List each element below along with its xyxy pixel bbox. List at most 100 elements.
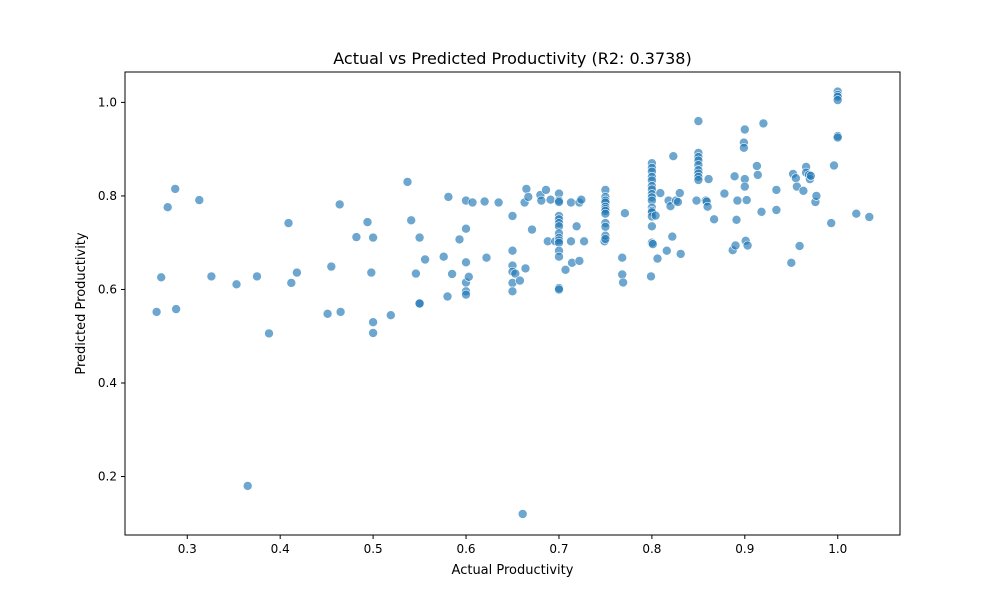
- data-point: [719, 188, 730, 199]
- data-point: [758, 118, 769, 129]
- y-tick-label: 0.8: [98, 189, 117, 203]
- data-point: [566, 197, 576, 208]
- data-point: [829, 160, 839, 171]
- x-tick-label: 1.0: [828, 542, 847, 556]
- data-point: [566, 236, 576, 247]
- data-point: [414, 232, 425, 243]
- data-point: [851, 208, 862, 219]
- data-point: [420, 254, 430, 265]
- data-point: [702, 201, 713, 212]
- data-point: [414, 298, 425, 309]
- data-point: [647, 239, 658, 249]
- data-point: [411, 268, 421, 279]
- data-point: [521, 184, 532, 194]
- data-points: [151, 86, 875, 519]
- data-point: [576, 194, 587, 205]
- data-point: [693, 116, 704, 126]
- data-point: [739, 124, 750, 135]
- data-point: [454, 234, 465, 245]
- data-point: [617, 269, 628, 280]
- data-point: [739, 143, 749, 153]
- data-point: [554, 284, 564, 295]
- data-point: [693, 175, 704, 185]
- data-point: [554, 197, 564, 207]
- data-point: [739, 181, 750, 192]
- data-point: [646, 271, 656, 282]
- data-point: [402, 177, 413, 187]
- data-point: [507, 286, 518, 297]
- data-point: [286, 278, 297, 288]
- data-point: [527, 224, 537, 235]
- x-tick-label: 0.3: [178, 542, 197, 556]
- data-point: [832, 132, 843, 143]
- data-point: [156, 272, 166, 283]
- data-point: [832, 95, 843, 105]
- data-point: [252, 271, 262, 282]
- y-axis-label: Predicted Productivity: [74, 232, 89, 375]
- data-point: [292, 267, 302, 278]
- data-point: [507, 211, 518, 221]
- data-point: [730, 240, 741, 251]
- data-point: [231, 279, 242, 290]
- data-point: [368, 317, 378, 328]
- data-point: [579, 236, 589, 247]
- data-point: [650, 210, 661, 221]
- data-point: [461, 223, 471, 234]
- data-point: [554, 251, 564, 262]
- data-point: [351, 232, 362, 242]
- x-tick-label: 0.4: [271, 542, 290, 556]
- data-point: [515, 275, 525, 286]
- data-point: [461, 289, 471, 300]
- data-point: [264, 328, 274, 339]
- data-point: [171, 304, 181, 314]
- data-point: [560, 264, 571, 275]
- data-point: [162, 202, 173, 212]
- x-tick-label: 0.9: [735, 542, 754, 556]
- data-point: [517, 509, 528, 519]
- data-point: [406, 215, 417, 226]
- chart-title: Actual vs Predicted Productivity (R2: 0.…: [333, 49, 691, 68]
- data-point: [151, 307, 162, 317]
- data-point: [668, 151, 679, 161]
- data-point: [194, 195, 205, 205]
- data-point: [709, 214, 719, 225]
- data-point: [545, 194, 556, 205]
- y-axis-ticks: 0.2 0.4 0.6 0.8 1.0: [98, 95, 125, 484]
- data-point: [520, 263, 531, 274]
- data-point: [618, 277, 628, 288]
- data-point: [574, 256, 585, 266]
- y-tick-label: 0.4: [98, 376, 117, 390]
- data-point: [811, 191, 822, 201]
- y-tick-label: 0.6: [98, 282, 117, 296]
- data-point: [447, 269, 457, 279]
- data-point: [729, 171, 740, 182]
- data-point: [826, 218, 837, 228]
- data-point: [326, 261, 337, 272]
- data-point: [443, 192, 454, 202]
- data-point: [463, 271, 474, 282]
- y-tick-label: 1.0: [98, 95, 117, 109]
- data-point: [691, 195, 702, 206]
- data-point: [617, 252, 628, 263]
- x-tick-label: 0.8: [642, 542, 661, 556]
- x-tick-label: 0.7: [549, 542, 568, 556]
- data-point: [481, 252, 492, 263]
- data-point: [507, 245, 518, 256]
- data-point: [742, 240, 753, 251]
- data-point: [756, 207, 767, 217]
- data-point: [523, 192, 534, 202]
- data-point: [479, 196, 490, 207]
- x-tick-label: 0.5: [364, 542, 383, 556]
- data-point: [752, 161, 762, 171]
- data-point: [798, 186, 809, 196]
- data-point: [652, 253, 663, 264]
- data-point: [600, 208, 611, 219]
- data-point: [283, 218, 294, 228]
- data-point: [647, 221, 657, 232]
- data-point: [675, 249, 686, 259]
- data-point: [600, 222, 611, 232]
- data-point: [242, 481, 253, 491]
- data-point: [461, 257, 471, 268]
- data-point: [170, 184, 180, 194]
